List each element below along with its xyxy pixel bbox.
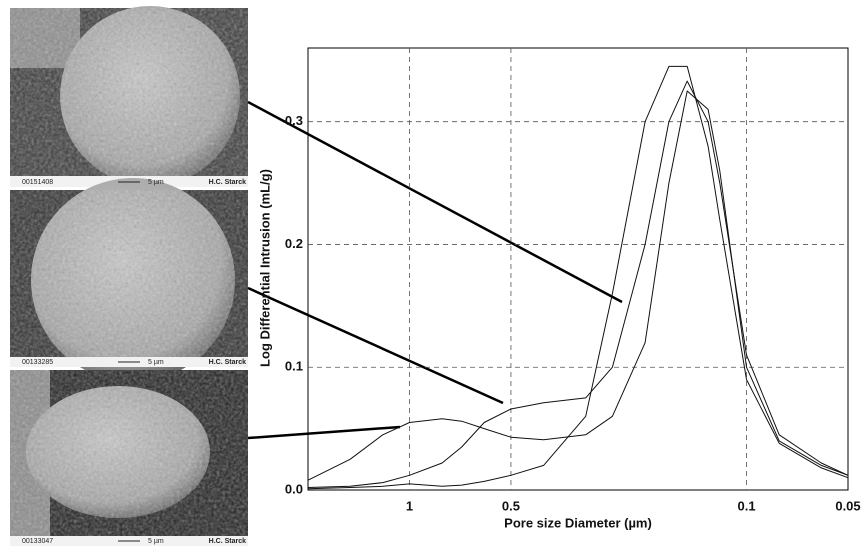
sem-image — [10, 178, 248, 382]
data-line — [307, 65, 849, 490]
image-brand: H.C. Starck — [209, 538, 246, 545]
y-axis-title: Log Differential Intrusion (mL/g) — [257, 169, 272, 367]
x-tick-label: 0.05 — [835, 498, 860, 513]
sem-image — [10, 370, 248, 546]
x-tick-label: 0.1 — [737, 498, 755, 513]
leader-line — [247, 286, 504, 405]
y-tick-label: 0.0 — [285, 481, 303, 496]
leader-line — [247, 100, 623, 304]
y-tick-label: 0.1 — [285, 359, 303, 374]
image-id: 00133047 — [22, 538, 53, 545]
plot-frame — [307, 47, 849, 491]
sem-image — [10, 6, 248, 187]
image-scale: 5 µm — [148, 179, 164, 186]
y-tick-label: 0.3 — [285, 113, 303, 128]
leader-line — [247, 425, 401, 440]
x-axis-title: Pore size Diameter (µm) — [504, 515, 652, 530]
image-id: 00133285 — [22, 359, 53, 366]
data-line — [307, 90, 849, 481]
image-brand: H.C. Starck — [209, 359, 246, 366]
image-id: 00151408 — [22, 179, 53, 186]
x-tick-label: 1 — [406, 498, 413, 513]
image-brand: H.C. Starck — [209, 179, 246, 186]
y-tick-label: 0.2 — [285, 236, 303, 251]
image-scale: 5 µm — [148, 538, 164, 545]
x-tick-label: 0.5 — [502, 498, 520, 513]
image-scale: 5 µm — [148, 359, 164, 366]
data-line — [307, 80, 849, 488]
